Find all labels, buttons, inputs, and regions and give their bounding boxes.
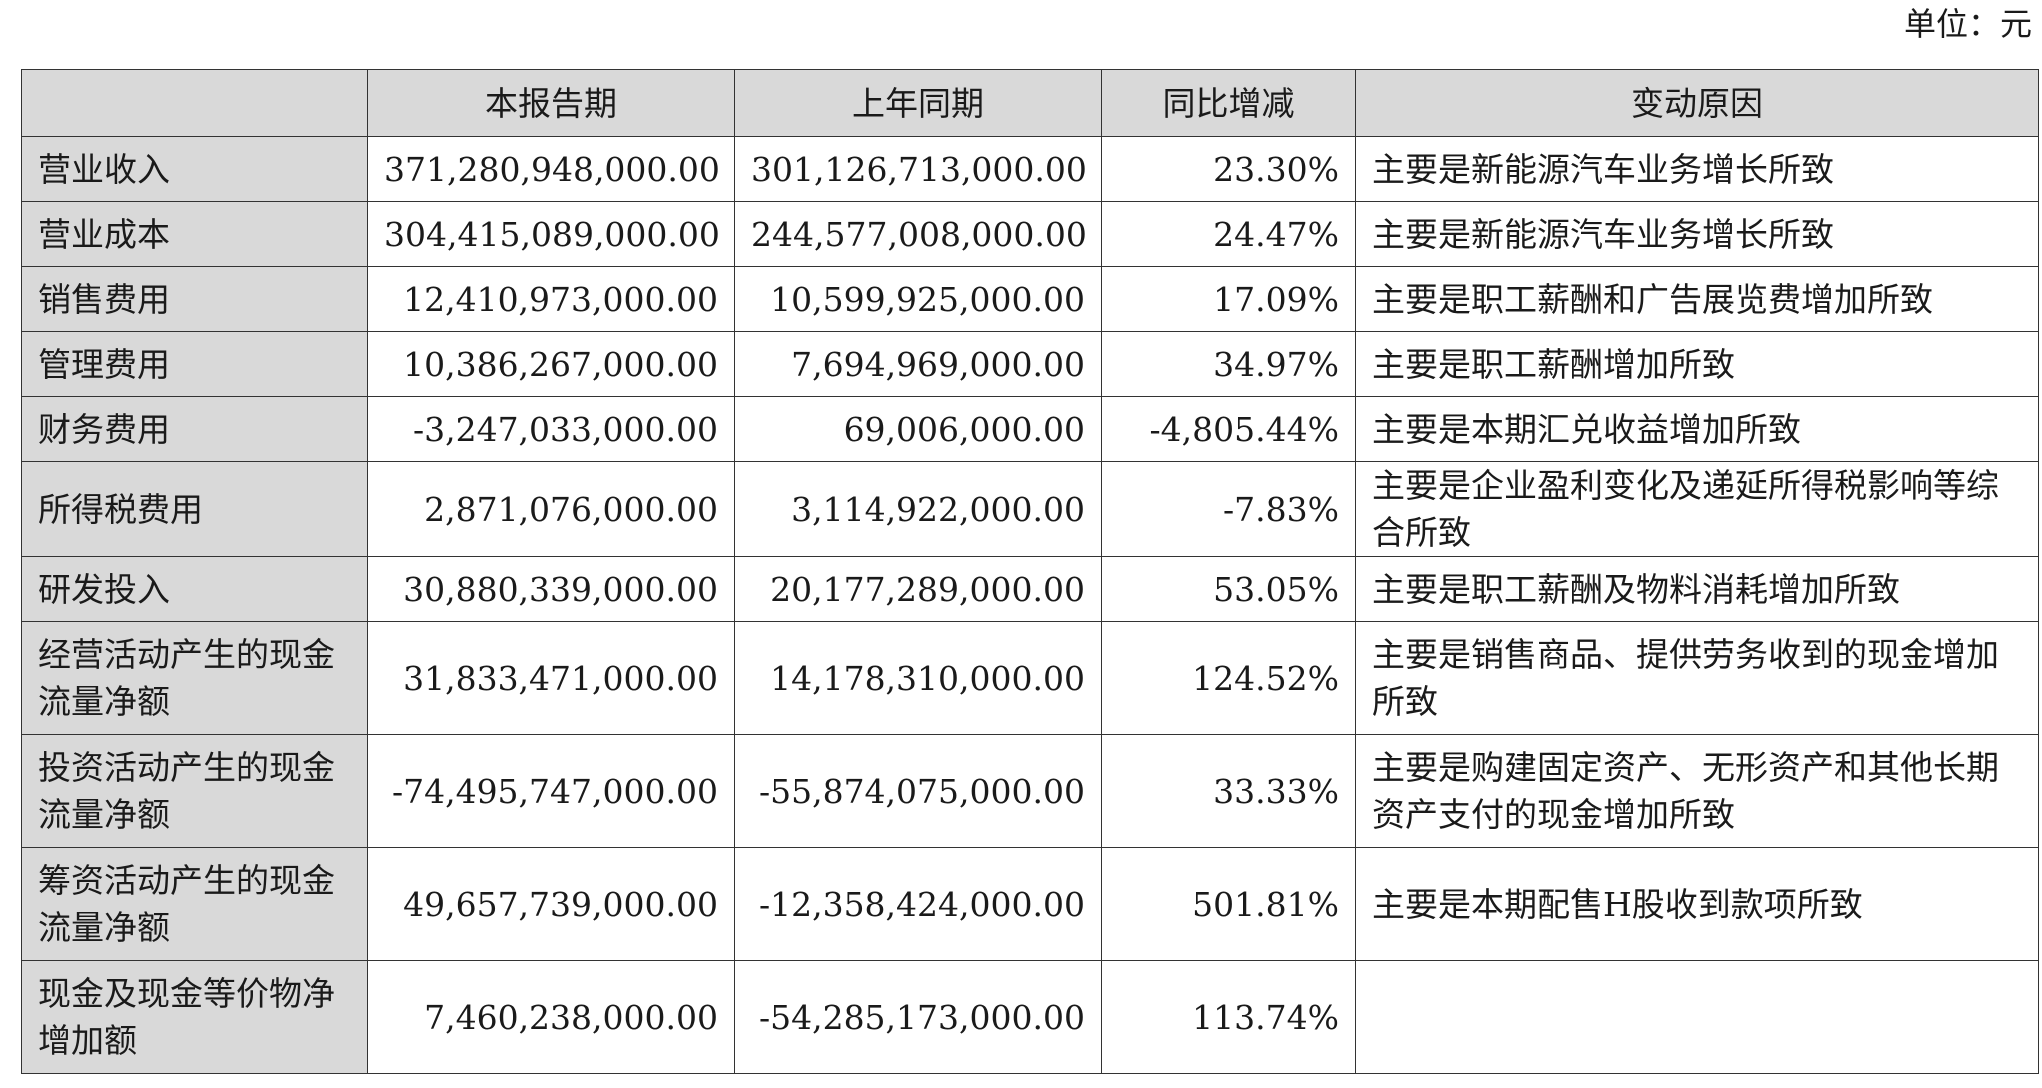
row-current-value: 12,410,973,000.00 (367, 266, 735, 332)
row-reason: 主要是购建固定资产、无形资产和其他长期资产支付的现金增加所致 (1355, 734, 2039, 848)
row-previous-value: 7,694,969,000.00 (734, 331, 1102, 397)
header-current-period: 本报告期 (367, 69, 735, 137)
row-reason: 主要是职工薪酬及物料消耗增加所致 (1355, 556, 2039, 622)
table-row: 经营活动产生的现金流量净额 31,833,471,000.00 14,178,3… (21, 621, 2039, 735)
row-reason: 主要是职工薪酬增加所致 (1355, 331, 2039, 397)
row-previous-value: -54,285,173,000.00 (734, 960, 1102, 1074)
table-row: 销售费用 12,410,973,000.00 10,599,925,000.00… (21, 266, 2039, 332)
row-change-value: -7.83% (1101, 461, 1356, 557)
row-previous-value: 69,006,000.00 (734, 396, 1102, 462)
row-reason: 主要是销售商品、提供劳务收到的现金增加所致 (1355, 621, 2039, 735)
row-change-value: 53.05% (1101, 556, 1356, 622)
row-previous-value: 3,114,922,000.00 (734, 461, 1102, 557)
row-change-value: 124.52% (1101, 621, 1356, 735)
row-change-value: 34.97% (1101, 331, 1356, 397)
table-row: 筹资活动产生的现金流量净额 49,657,739,000.00 -12,358,… (21, 847, 2039, 961)
row-item-label: 营业收入 (21, 136, 368, 202)
financial-comparison-table: 本报告期 上年同期 同比增减 变动原因 营业收入 371,280,948,000… (21, 69, 2039, 1074)
row-reason: 主要是本期配售H股收到款项所致 (1355, 847, 2039, 961)
row-previous-value: -12,358,424,000.00 (734, 847, 1102, 961)
row-item-label: 筹资活动产生的现金流量净额 (21, 847, 368, 961)
row-change-value: 17.09% (1101, 266, 1356, 332)
header-yoy-change: 同比增减 (1101, 69, 1356, 137)
row-current-value: -74,495,747,000.00 (367, 734, 735, 848)
row-reason: 主要是本期汇兑收益增加所致 (1355, 396, 2039, 462)
row-current-value: 30,880,339,000.00 (367, 556, 735, 622)
row-previous-value: -55,874,075,000.00 (734, 734, 1102, 848)
row-previous-value: 301,126,713,000.00 (734, 136, 1102, 202)
row-current-value: -3,247,033,000.00 (367, 396, 735, 462)
row-current-value: 49,657,739,000.00 (367, 847, 735, 961)
table-row: 投资活动产生的现金流量净额 -74,495,747,000.00 -55,874… (21, 734, 2039, 848)
row-previous-value: 14,178,310,000.00 (734, 621, 1102, 735)
row-current-value: 304,415,089,000.00 (367, 201, 735, 267)
table-row: 所得税费用 2,871,076,000.00 3,114,922,000.00 … (21, 461, 2039, 557)
row-reason (1355, 960, 2039, 1074)
row-item-label: 研发投入 (21, 556, 368, 622)
row-change-value: 33.33% (1101, 734, 1356, 848)
row-item-label: 经营活动产生的现金流量净额 (21, 621, 368, 735)
table-header-row: 本报告期 上年同期 同比增减 变动原因 (21, 69, 2039, 137)
row-change-value: 501.81% (1101, 847, 1356, 961)
row-previous-value: 244,577,008,000.00 (734, 201, 1102, 267)
row-previous-value: 20,177,289,000.00 (734, 556, 1102, 622)
unit-label: 单位：元 (1903, 5, 2032, 43)
table-row: 财务费用 -3,247,033,000.00 69,006,000.00 -4,… (21, 396, 2039, 462)
header-previous-period: 上年同期 (734, 69, 1102, 137)
row-previous-value: 10,599,925,000.00 (734, 266, 1102, 332)
row-item-label: 投资活动产生的现金流量净额 (21, 734, 368, 848)
row-change-value: 23.30% (1101, 136, 1356, 202)
row-reason: 主要是新能源汽车业务增长所致 (1355, 136, 2039, 202)
row-current-value: 31,833,471,000.00 (367, 621, 735, 735)
row-change-value: 113.74% (1101, 960, 1356, 1074)
header-reason: 变动原因 (1355, 69, 2039, 137)
table-row: 管理费用 10,386,267,000.00 7,694,969,000.00 … (21, 331, 2039, 397)
row-item-label: 营业成本 (21, 201, 368, 267)
table-row: 现金及现金等价物净增加额 7,460,238,000.00 -54,285,17… (21, 960, 2039, 1074)
row-item-label: 管理费用 (21, 331, 368, 397)
row-change-value: -4,805.44% (1101, 396, 1356, 462)
header-item (21, 69, 368, 137)
table-row: 营业收入 371,280,948,000.00 301,126,713,000.… (21, 136, 2039, 202)
table-row: 营业成本 304,415,089,000.00 244,577,008,000.… (21, 201, 2039, 267)
row-current-value: 10,386,267,000.00 (367, 331, 735, 397)
row-current-value: 2,871,076,000.00 (367, 461, 735, 557)
row-reason: 主要是企业盈利变化及递延所得税影响等综合所致 (1355, 461, 2039, 557)
row-item-label: 销售费用 (21, 266, 368, 332)
row-reason: 主要是新能源汽车业务增长所致 (1355, 201, 2039, 267)
row-current-value: 7,460,238,000.00 (367, 960, 735, 1074)
row-item-label: 财务费用 (21, 396, 368, 462)
row-reason: 主要是职工薪酬和广告展览费增加所致 (1355, 266, 2039, 332)
row-item-label: 所得税费用 (21, 461, 368, 557)
table-row: 研发投入 30,880,339,000.00 20,177,289,000.00… (21, 556, 2039, 622)
row-item-label: 现金及现金等价物净增加额 (21, 960, 368, 1074)
row-current-value: 371,280,948,000.00 (367, 136, 735, 202)
row-change-value: 24.47% (1101, 201, 1356, 267)
